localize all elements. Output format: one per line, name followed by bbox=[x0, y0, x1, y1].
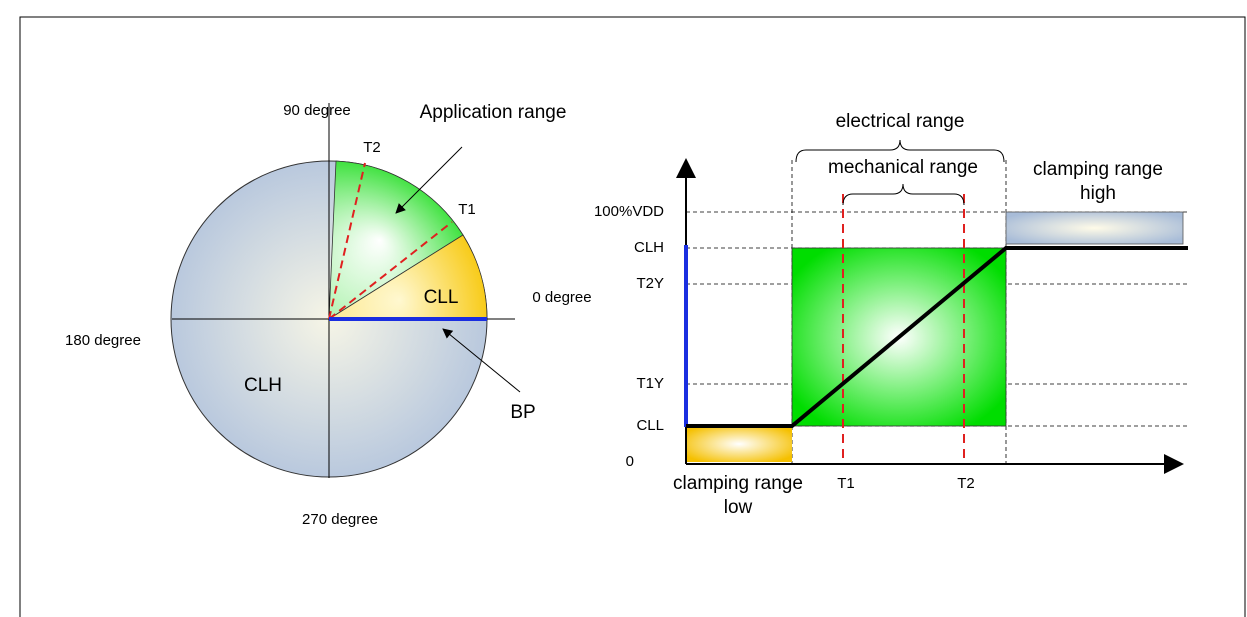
label: T2 bbox=[363, 139, 381, 156]
label: high bbox=[1080, 183, 1116, 204]
arrow bbox=[395, 146, 463, 214]
label: CLH bbox=[244, 375, 282, 396]
label: T1 bbox=[458, 201, 476, 218]
clamp-high-area bbox=[1005, 211, 1184, 245]
level-label: T2Y bbox=[636, 275, 664, 292]
label: 270 degree bbox=[302, 511, 378, 528]
label: CLL bbox=[424, 287, 459, 308]
application-sector bbox=[328, 160, 464, 320]
label: Application range bbox=[420, 102, 567, 123]
brace bbox=[842, 183, 965, 206]
level-label: T1Y bbox=[636, 375, 664, 392]
t1-line bbox=[328, 221, 453, 320]
frame bbox=[19, 16, 1246, 617]
level-label: CLH bbox=[634, 239, 664, 256]
label: electrical range bbox=[836, 111, 965, 132]
transfer-diagram: electrical range mechanical range clampi… bbox=[594, 111, 1190, 518]
label: clamping range bbox=[1033, 159, 1163, 180]
transfer-curve bbox=[686, 246, 1188, 428]
circle-diagram: 90 degree Application range T2 T1 CLL 0 … bbox=[65, 102, 592, 528]
arrow bbox=[442, 328, 521, 393]
clamp-low-area bbox=[686, 426, 792, 462]
label: BP bbox=[510, 402, 535, 423]
label: T2 bbox=[957, 475, 975, 492]
label: 0 degree bbox=[532, 289, 591, 306]
brace bbox=[795, 139, 1005, 163]
label: low bbox=[724, 497, 753, 518]
level-label: 100%VDD bbox=[594, 203, 664, 220]
label: clamping range bbox=[673, 473, 803, 494]
label: 180 degree bbox=[65, 332, 141, 349]
level-label: CLL bbox=[636, 417, 664, 434]
t2-line bbox=[328, 162, 366, 320]
label: T1 bbox=[837, 475, 855, 492]
label: 90 degree bbox=[283, 102, 351, 119]
label: mechanical range bbox=[828, 157, 978, 178]
level-label: 0 bbox=[626, 453, 634, 470]
